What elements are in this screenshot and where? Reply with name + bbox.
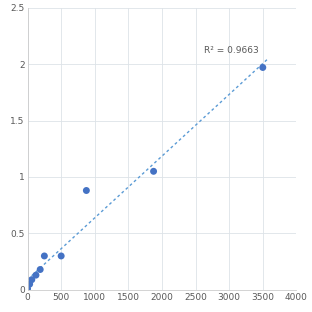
Point: [38, 267, 43, 272]
Point: [260, 65, 265, 70]
Point: [25, 286, 30, 291]
Point: [42, 253, 47, 258]
Point: [84, 188, 89, 193]
Point: [29, 277, 34, 282]
Point: [27, 282, 32, 287]
Point: [151, 169, 156, 174]
Text: R² = 0.9663: R² = 0.9663: [204, 46, 258, 55]
Point: [59, 253, 64, 258]
Point: [33, 273, 38, 278]
